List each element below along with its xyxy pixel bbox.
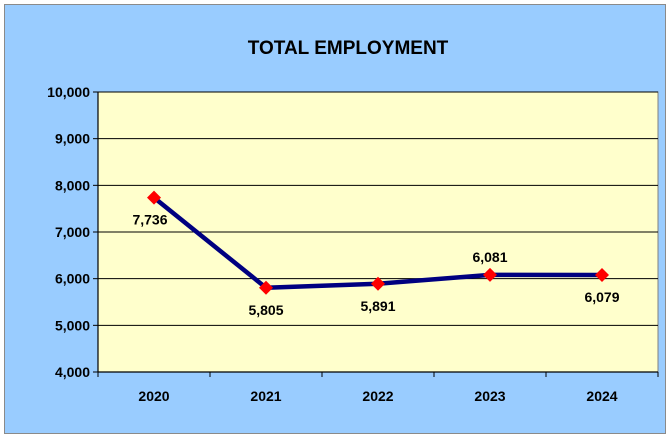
y-tick-label: 10,000 bbox=[47, 84, 90, 100]
x-tick-label: 2021 bbox=[250, 388, 281, 404]
y-tick-label: 8,000 bbox=[55, 177, 90, 193]
data-label: 7,736 bbox=[132, 212, 167, 228]
y-tick-label: 4,000 bbox=[55, 364, 90, 380]
x-tick-label: 2022 bbox=[362, 388, 393, 404]
data-label: 5,805 bbox=[248, 302, 283, 318]
y-tick-label: 6,000 bbox=[55, 271, 90, 287]
y-tick-label: 7,000 bbox=[55, 224, 90, 240]
data-label: 5,891 bbox=[360, 298, 395, 314]
x-axis: 2020 2021 2022 2023 2024 bbox=[97, 371, 659, 404]
data-point bbox=[371, 276, 385, 291]
x-tick-label: 2020 bbox=[138, 388, 169, 404]
y-tick-label: 5,000 bbox=[55, 317, 90, 333]
data-point bbox=[483, 267, 497, 282]
data-label: 6,081 bbox=[472, 249, 507, 265]
data-point bbox=[595, 267, 609, 282]
data-label: 6,079 bbox=[584, 289, 619, 305]
x-tick-label: 2023 bbox=[474, 388, 505, 404]
chart-title: TOTAL EMPLOYMENT bbox=[248, 38, 449, 59]
y-axis: 4,000 5,000 6,000 7,000 8,000 9,000 10,000 bbox=[47, 84, 99, 380]
data-point bbox=[259, 280, 273, 295]
series-group bbox=[147, 190, 609, 295]
y-tick-label: 9,000 bbox=[55, 131, 90, 147]
data-labels: 7,736 5,805 5,891 6,081 6,079 bbox=[132, 212, 619, 318]
x-tick-label: 2024 bbox=[586, 388, 617, 404]
data-point bbox=[147, 190, 161, 205]
